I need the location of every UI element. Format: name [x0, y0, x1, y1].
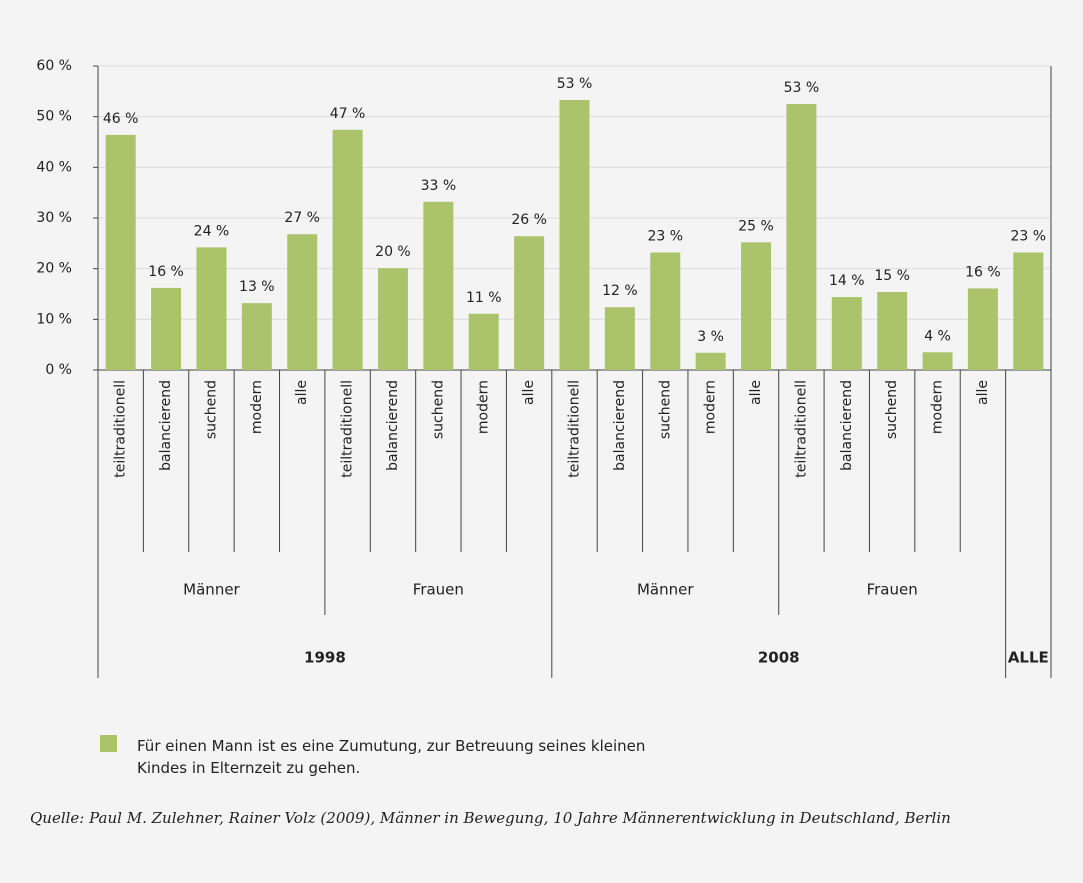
group-label: Frauen	[867, 581, 918, 599]
year-label: ALLE	[1008, 649, 1049, 667]
bar	[650, 252, 681, 370]
y-tick-label: 10 %	[36, 311, 72, 327]
x-tick-label: teiltraditionell	[567, 380, 583, 478]
x-tick-label: suchend	[430, 380, 446, 439]
x-tick-label: modern	[930, 380, 946, 434]
value-label: 25 %	[738, 218, 774, 234]
x-tick-label: balancierend	[158, 380, 174, 471]
value-label: 53 %	[557, 76, 593, 92]
bar	[877, 291, 908, 370]
value-label: 16 %	[148, 264, 184, 280]
year-label: 2008	[758, 649, 800, 667]
x-tick-label: modern	[476, 380, 492, 434]
value-label: 11 %	[466, 290, 502, 306]
value-label: 15 %	[874, 268, 910, 284]
x-tick-label: alle	[748, 380, 764, 405]
group-label: Männer	[637, 581, 694, 599]
group-label: Männer	[183, 581, 240, 599]
x-tick-label: teiltraditionell	[793, 380, 809, 478]
value-label: 16 %	[965, 264, 1001, 280]
value-label: 23 %	[647, 228, 683, 244]
bar	[741, 242, 772, 370]
source-note: Quelle: Paul M. Zulehner, Rainer Volz (2…	[30, 809, 951, 827]
value-label: 20 %	[375, 244, 411, 260]
bar	[196, 247, 227, 370]
value-label: 26 %	[511, 212, 547, 228]
bar	[105, 134, 136, 370]
x-tick-label: teiltraditionell	[340, 380, 356, 478]
value-label: 24 %	[194, 223, 230, 239]
x-tick-label: alle	[294, 380, 310, 405]
value-label: 53 %	[784, 80, 820, 96]
bar	[468, 313, 499, 370]
bar	[423, 201, 454, 370]
x-tick-label: teiltraditionell	[113, 380, 129, 478]
x-tick-label: modern	[249, 380, 265, 434]
bar	[514, 236, 545, 370]
bar	[151, 287, 182, 370]
y-tick-label: 20 %	[36, 261, 72, 277]
bar	[695, 352, 726, 370]
bar	[332, 129, 363, 370]
value-label: 47 %	[330, 106, 366, 122]
x-tick-label: modern	[703, 380, 719, 434]
y-tick-label: 40 %	[36, 159, 72, 175]
bar	[922, 352, 953, 370]
bar	[967, 288, 998, 370]
bar	[786, 104, 817, 370]
bar	[377, 268, 408, 370]
value-label: 3 %	[697, 329, 724, 345]
value-label: 4 %	[924, 328, 951, 344]
value-label: 23 %	[1011, 228, 1047, 244]
bar	[831, 297, 862, 370]
bar	[287, 234, 318, 370]
y-tick-label: 0 %	[45, 362, 72, 378]
value-label: 27 %	[284, 210, 320, 226]
x-tick-label: balancierend	[839, 380, 855, 471]
bar	[241, 303, 272, 370]
bar	[559, 99, 590, 371]
x-tick-label: alle	[975, 380, 991, 405]
y-tick-label: 30 %	[36, 210, 72, 226]
year-label: 1998	[304, 649, 346, 667]
legend-swatch	[100, 735, 117, 752]
x-tick-label: suchend	[203, 380, 219, 439]
x-tick-label: suchend	[657, 380, 673, 439]
y-tick-label: 50 %	[36, 109, 72, 125]
value-label: 14 %	[829, 273, 865, 289]
group-label: Frauen	[413, 581, 464, 599]
x-tick-label: balancierend	[612, 380, 628, 471]
y-tick-label: 60 %	[36, 58, 72, 74]
x-tick-label: balancierend	[385, 380, 401, 471]
value-label: 33 %	[421, 178, 457, 194]
bar	[1013, 252, 1044, 370]
value-label: 13 %	[239, 279, 275, 295]
value-label: 46 %	[103, 111, 139, 127]
legend-label: Für einen Mann ist es eine Zumutung, zur…	[137, 737, 646, 777]
value-label: 12 %	[602, 283, 638, 299]
bar	[604, 307, 635, 370]
x-tick-label: suchend	[884, 380, 900, 439]
x-tick-label: alle	[521, 380, 537, 405]
chart: 0 % 10 % 20 % 30 % 40 % 50 % 60 % 46 % teiltradi…	[36, 58, 1052, 678]
